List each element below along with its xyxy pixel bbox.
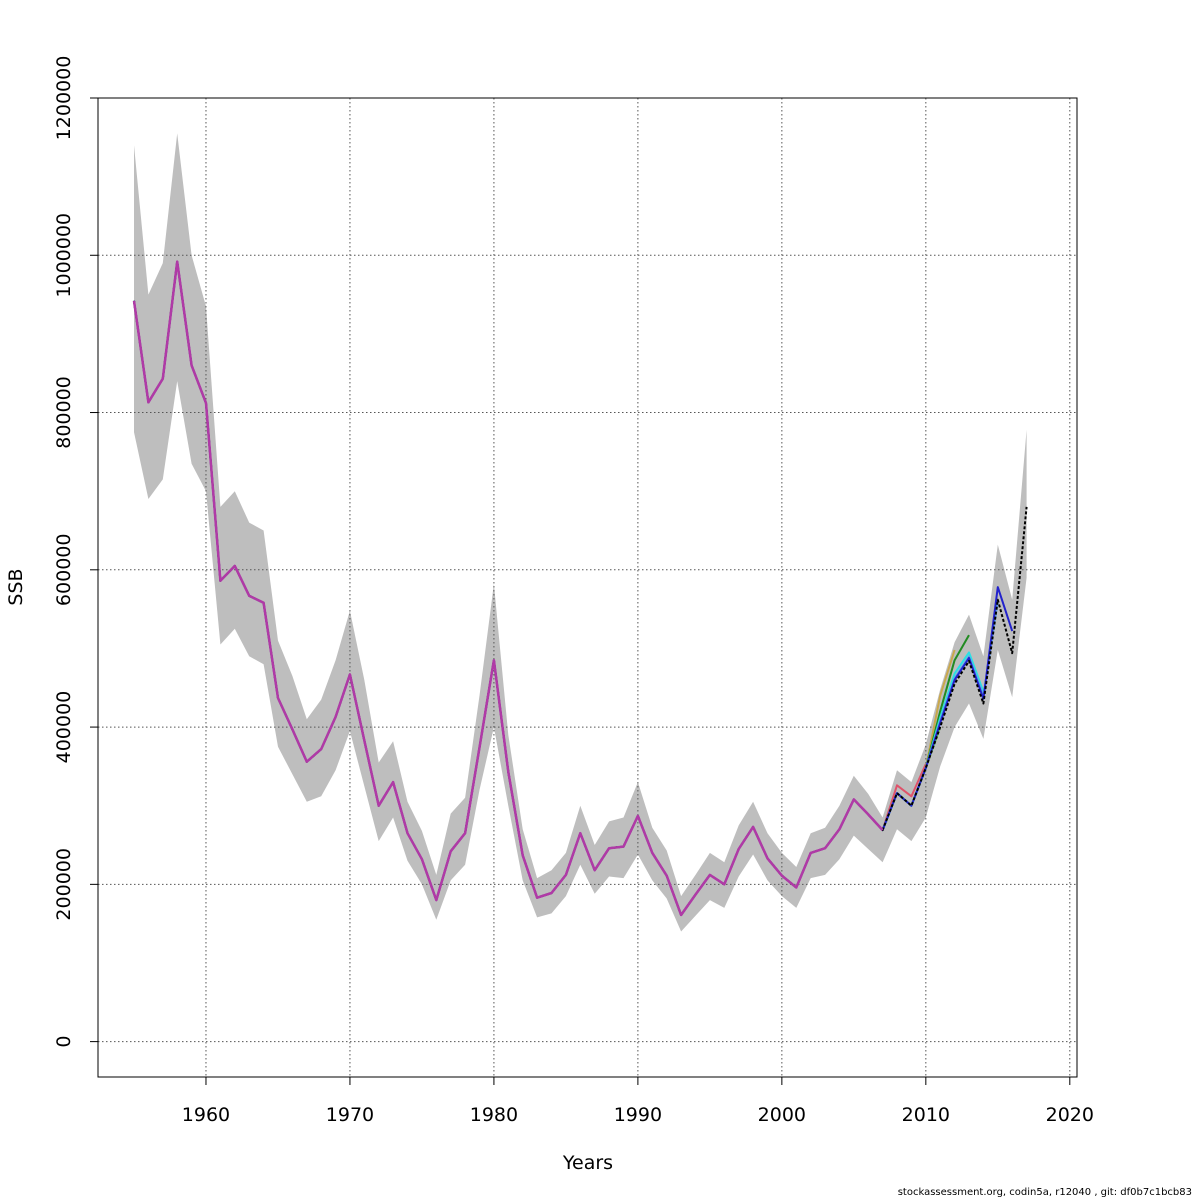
plot-border (97, 97, 1078, 1078)
y-tick-label: 1200000 (53, 56, 75, 141)
footer-note: stockassessment.org, codin5a, r12040 , g… (897, 1187, 1192, 1198)
axes-layer: 1960 1970 1980 1990 2000 2010 2020 0 200000 40000… (53, 56, 1094, 1126)
confidence-band (134, 133, 1027, 932)
series-layer (132, 260, 1028, 917)
y-tick-label: 800000 (53, 376, 75, 449)
series-line (132, 260, 884, 917)
y-tick-label: 0 (53, 1036, 75, 1048)
x-tick-label: 1980 (470, 1104, 518, 1126)
x-tick-label: 2010 (902, 1104, 950, 1126)
x-tick-label: 1960 (182, 1104, 230, 1126)
y-tick-label: 600000 (53, 534, 75, 607)
confidence-band-layer (134, 133, 1027, 932)
x-tick-label: 1990 (614, 1104, 662, 1126)
x-tick-label: 2000 (758, 1104, 806, 1126)
y-tick-label: 400000 (53, 691, 75, 764)
y-axis-title: SSB (5, 568, 27, 605)
x-tick-label: 2020 (1046, 1104, 1094, 1126)
x-axis-title: Years (562, 1152, 613, 1174)
x-tick-label: 1970 (326, 1104, 374, 1126)
y-tick-label: 200000 (53, 848, 75, 921)
y-tick-label: 1000000 (53, 213, 75, 298)
